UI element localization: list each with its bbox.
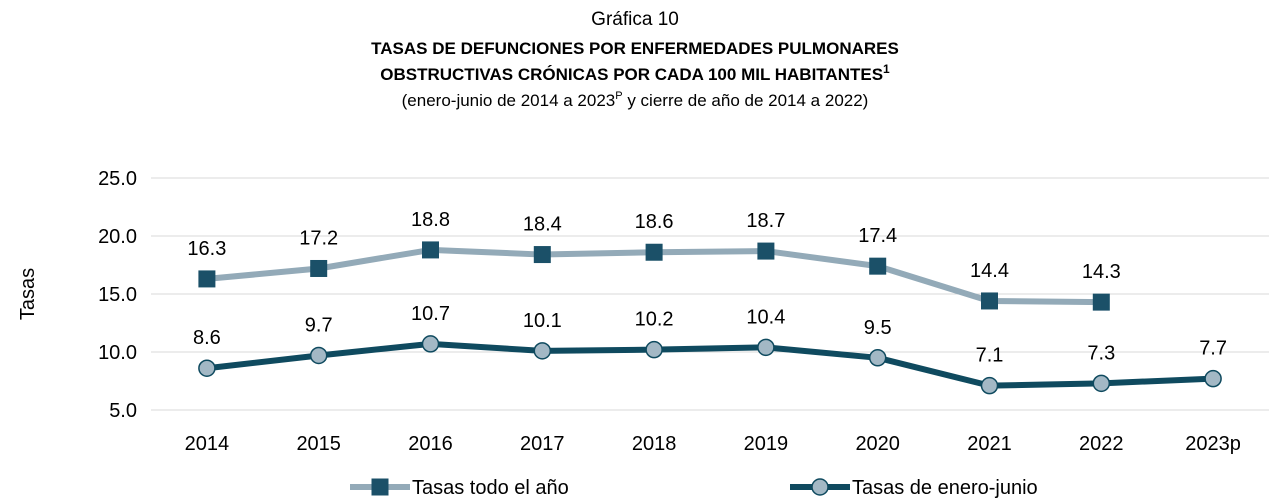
- legend-label: Tasas todo el año: [412, 477, 569, 498]
- data-point: [533, 342, 552, 360]
- data-point: [1204, 369, 1222, 388]
- x-tick-label: 2019: [744, 433, 789, 455]
- data-label: 17.2: [299, 227, 338, 249]
- data-label: 7.1: [976, 345, 1004, 367]
- data-point: [198, 270, 216, 288]
- data-label: 10.1: [523, 310, 562, 332]
- data-label: 9.5: [864, 317, 892, 339]
- x-tick-label: 2014: [185, 433, 230, 455]
- data-point: [757, 242, 775, 260]
- subtitle-part: y cierre de año de 2014 a 2022): [623, 91, 869, 110]
- x-tick-label: 2020: [855, 433, 900, 455]
- subtitle-part: (enero-junio de 2014 a 2023: [402, 91, 616, 110]
- data-point: [757, 338, 775, 357]
- chart-label: Gráfica 10: [591, 9, 679, 30]
- data-label: 7.7: [1199, 338, 1227, 360]
- data-label: 18.7: [746, 210, 785, 232]
- y-tick-label: 10.0: [98, 342, 137, 364]
- legend-label: Tasas de enero-junio: [852, 477, 1038, 498]
- y-tick-label: 15.0: [98, 284, 137, 306]
- data-label: 16.3: [187, 238, 226, 260]
- y-tick-label: 25.0: [98, 168, 137, 190]
- x-tick-label: 2021: [967, 433, 1012, 455]
- title-line: OBSTRUCTIVAS CRÓNICAS POR CADA 100 MIL H…: [380, 65, 883, 84]
- x-tick-label: 2017: [520, 433, 565, 455]
- data-point: [868, 349, 887, 367]
- data-label: 18.6: [635, 211, 674, 233]
- data-point: [645, 340, 663, 359]
- chart-title: OBSTRUCTIVAS CRÓNICAS POR CADA 100 MIL H…: [380, 62, 890, 84]
- chart-title: TASAS DE DEFUNCIONES POR ENFERMEDADES PU…: [371, 39, 899, 58]
- x-tick-label: 2023p: [1185, 433, 1241, 455]
- data-point: [1092, 293, 1110, 311]
- data-label: 7.3: [1087, 342, 1115, 364]
- data-point: [980, 376, 999, 395]
- data-point: [869, 257, 887, 275]
- data-label: 10.2: [635, 309, 674, 331]
- subtitle-part: P: [615, 90, 622, 102]
- x-tick-label: 2016: [408, 433, 453, 455]
- data-point: [645, 243, 663, 261]
- data-point: [981, 292, 998, 310]
- x-tick-label: 2018: [632, 433, 677, 455]
- y-tick-label: 5.0: [109, 400, 137, 422]
- data-label: 18.4: [523, 214, 562, 236]
- y-axis-label: Tasas: [17, 268, 39, 320]
- data-point: [422, 241, 439, 259]
- data-point: [1092, 374, 1111, 393]
- data-label: 18.8: [411, 209, 450, 231]
- data-label: 10.7: [411, 303, 450, 325]
- title-note: 1: [883, 62, 890, 76]
- data-label: 9.7: [305, 314, 333, 336]
- data-label: 14.3: [1082, 261, 1121, 283]
- data-label: 8.6: [193, 327, 221, 349]
- data-point: [533, 246, 551, 264]
- data-label: 10.4: [746, 306, 785, 328]
- data-point: [198, 359, 216, 377]
- series-line: [206, 340, 1214, 389]
- data-point: [309, 346, 328, 365]
- legend-marker: [811, 478, 829, 496]
- y-tick-label: 20.0: [98, 226, 137, 248]
- data-point: [421, 335, 440, 353]
- x-tick-label: 2015: [296, 433, 341, 455]
- data-point: [310, 259, 328, 277]
- data-label: 17.4: [858, 225, 897, 247]
- legend-marker: [371, 478, 389, 496]
- subtitle: (enero-junio de 2014 a 2023P y cierre de…: [402, 90, 869, 110]
- data-label: 14.4: [970, 260, 1009, 282]
- x-tick-label: 2022: [1079, 433, 1124, 455]
